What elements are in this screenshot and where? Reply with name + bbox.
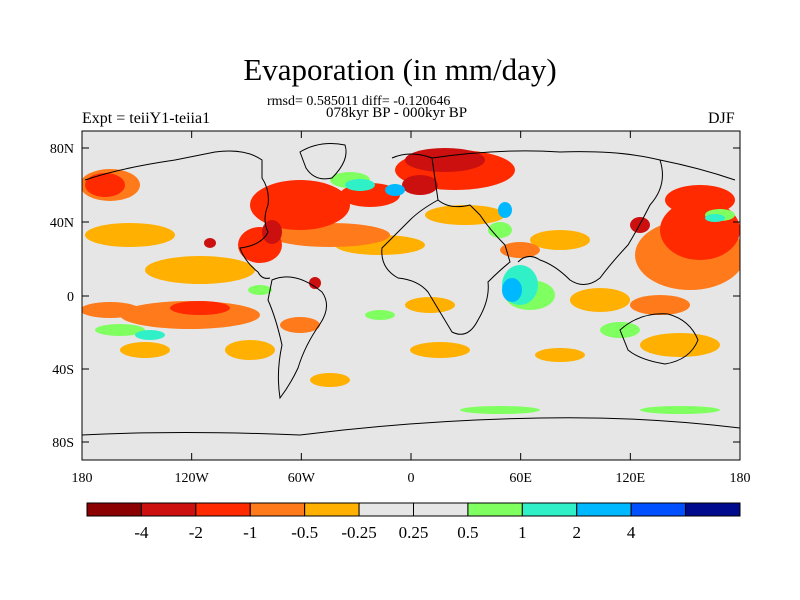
colorbar-swatch: [413, 502, 469, 517]
australia-coastline: [619, 313, 699, 365]
colorbar-label: -4: [134, 523, 149, 542]
colorbar-label: -0.25: [341, 523, 376, 542]
field-patch: [85, 173, 125, 197]
field-patch: [262, 220, 282, 244]
lat-tick-label: 80S: [52, 436, 74, 451]
field-patch: [425, 205, 505, 225]
field-patch: [640, 333, 720, 357]
field-patch: [250, 180, 350, 230]
colorbar-swatch: [304, 502, 360, 517]
field-patch: [95, 324, 145, 336]
field-patch: [640, 406, 720, 414]
field-patch: [345, 179, 375, 191]
latitude-axis: 80N 40N 0 40S 80S: [50, 142, 740, 451]
field-patch: [570, 288, 630, 312]
field-patch: [309, 277, 321, 289]
colorbar-label: 0.5: [457, 523, 478, 542]
anomaly-field: [82, 148, 740, 414]
field-patch: [410, 342, 470, 358]
field-patch: [488, 222, 512, 238]
map-title: Evaporation (in mm/day): [243, 52, 557, 87]
colorbar-swatch: [358, 502, 415, 517]
field-patch: [665, 185, 735, 215]
field-patch: [170, 301, 230, 315]
greenland-coastline: [299, 143, 347, 180]
colorbar-swatch: [630, 502, 687, 517]
colorbar-label: -0.5: [291, 523, 318, 542]
colorbar-label: 0.25: [399, 523, 429, 542]
experiment-text: Expt = teiiY1-teiia1: [82, 110, 211, 127]
stats-text: rmsd= 0.585011 diff= -0.120646: [267, 94, 451, 109]
colorbar-swatch: [86, 502, 142, 517]
south-america-coastline: [267, 276, 327, 400]
field-patch: [248, 285, 272, 295]
lat-tick-label: 0: [67, 290, 74, 305]
colorbar-label: 4: [627, 523, 636, 542]
season-text: DJF: [708, 110, 735, 127]
colorbar-label: 1: [518, 523, 527, 542]
colorbar: -4 -2 -1 -0.5 -0.25 0.25 0.5 1 2 4: [86, 502, 741, 542]
colorbar-label: 2: [573, 523, 582, 542]
lat-tick-label: 40S: [52, 363, 74, 378]
field-patch: [535, 348, 585, 362]
field-patch: [145, 256, 255, 284]
asia-coastline: [431, 150, 736, 285]
field-patch: [402, 175, 438, 195]
field-patch: [405, 148, 485, 172]
colorbar-swatch: [195, 502, 251, 517]
colorbar-label: -2: [189, 523, 203, 542]
field-patch: [204, 238, 216, 248]
lon-tick-label: 120W: [175, 471, 210, 486]
field-patch: [82, 302, 140, 318]
colorbar-label: -1: [243, 523, 257, 542]
lon-tick-label: 120E: [616, 471, 646, 486]
lon-tick-label: 180: [72, 471, 93, 486]
field-patch: [502, 278, 522, 302]
north-america-coastline: [84, 150, 271, 279]
colorbar-swatch: [576, 502, 632, 517]
field-patch: [120, 342, 170, 358]
field-patch: [385, 184, 405, 196]
colorbar-swatch: [249, 502, 306, 517]
coastlines: [82, 143, 740, 436]
lat-tick-label: 80N: [50, 142, 74, 157]
field-patch: [135, 330, 165, 340]
field-patch: [365, 310, 395, 320]
lon-tick-label: 60W: [288, 471, 316, 486]
field-patch: [280, 317, 320, 333]
colorbar-swatch: [685, 502, 741, 517]
field-patch: [498, 202, 512, 218]
colorbar-swatch: [140, 502, 197, 517]
lat-tick-label: 40N: [50, 216, 74, 231]
antarctica-coastline: [82, 417, 740, 436]
lon-tick-label: 60E: [509, 471, 532, 486]
period-text: 078kyr BP - 000kyr BP: [326, 105, 468, 121]
field-patch: [530, 230, 590, 250]
field-patch: [85, 223, 175, 247]
field-patch: [225, 340, 275, 360]
field-patch: [630, 295, 690, 315]
colorbar-swatch: [521, 502, 578, 517]
lon-tick-label: 180: [730, 471, 751, 486]
field-patch: [310, 373, 350, 387]
field-patch: [460, 406, 540, 414]
longitude-axis: 180 120W 60W 0 60E 120E 180: [72, 131, 751, 486]
europe-africa-coastline: [381, 153, 511, 335]
lon-tick-label: 0: [408, 471, 415, 486]
field-patch: [500, 242, 540, 258]
field-patch: [405, 297, 455, 313]
field-patch: [705, 214, 725, 222]
colorbar-swatch: [467, 502, 523, 517]
